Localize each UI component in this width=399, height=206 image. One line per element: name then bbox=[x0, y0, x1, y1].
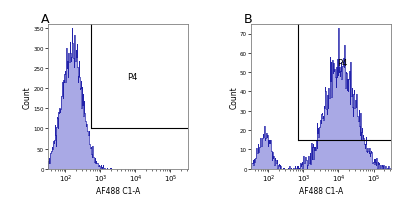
Y-axis label: Count: Count bbox=[229, 85, 239, 108]
Text: P4: P4 bbox=[337, 59, 347, 68]
Text: B: B bbox=[244, 13, 253, 26]
Y-axis label: Count: Count bbox=[23, 85, 32, 108]
X-axis label: AF488 C1-A: AF488 C1-A bbox=[299, 186, 343, 195]
Polygon shape bbox=[251, 29, 391, 169]
Text: A: A bbox=[41, 13, 49, 26]
X-axis label: AF488 C1-A: AF488 C1-A bbox=[96, 186, 140, 195]
Polygon shape bbox=[48, 29, 188, 169]
Text: P4: P4 bbox=[127, 72, 137, 81]
